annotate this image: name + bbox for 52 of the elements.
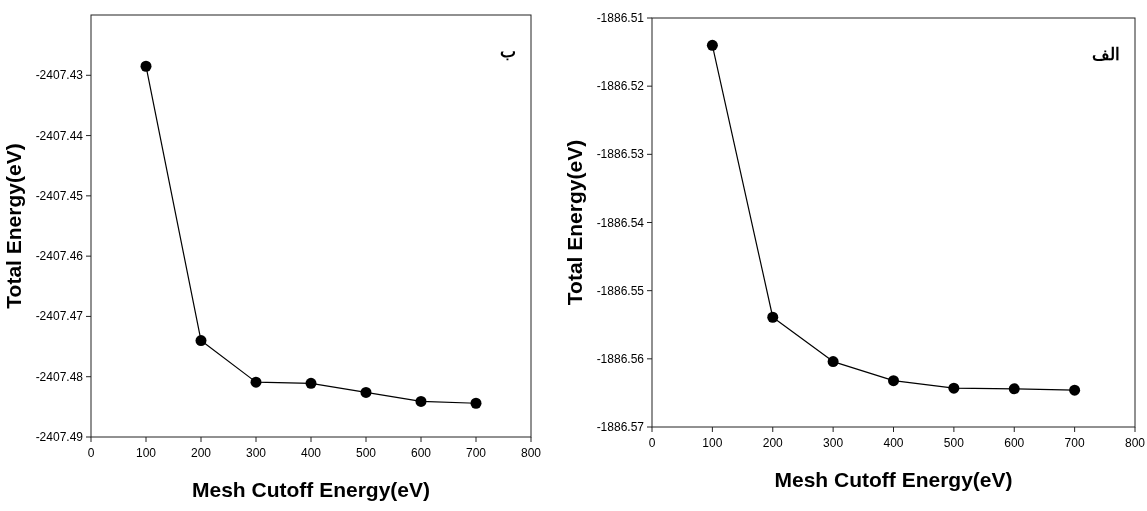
x-tick-label: 700 (1064, 436, 1085, 450)
x-axis-title: Mesh Cutoff Energy(eV) (191, 478, 431, 501)
y-axis-title: Total Energy(eV) (563, 139, 586, 306)
x-tick-label: 500 (355, 446, 377, 460)
x-tick-label: 400 (883, 436, 904, 450)
x-tick-label: 300 (245, 446, 267, 460)
point (470, 397, 482, 409)
point (706, 39, 718, 51)
y-tick-label: -2407.47 (35, 309, 84, 324)
x-tick-label: 200 (762, 436, 784, 450)
x-tick-label: 800 (520, 446, 542, 460)
y-tick-label: -1886.53 (596, 147, 645, 162)
x-tick-label: 200 (190, 446, 212, 460)
x-tick-label: 0 (648, 436, 656, 450)
y-tick-label: -2407.49 (35, 430, 84, 444)
point (1008, 383, 1020, 395)
x-tick-label: 600 (410, 446, 432, 460)
y-tick-label: -1886.55 (596, 283, 645, 298)
y-tick-label: -2407.46 (35, 249, 84, 264)
annotation: ب (500, 42, 516, 61)
x-axis-title: Mesh Cutoff Energy(eV) (774, 468, 1013, 491)
y-tick-label: -1886.51 (596, 11, 645, 25)
x-tick-label: 300 (823, 436, 844, 450)
x-tick-label: 800 (1124, 436, 1146, 450)
y-tick-label: -2407.44 (35, 128, 84, 143)
point (360, 386, 372, 398)
x-tick-label: 600 (1004, 436, 1025, 450)
x-tick-label: 700 (465, 446, 487, 460)
point (415, 395, 427, 407)
point (827, 356, 839, 368)
point (1069, 384, 1081, 396)
y-tick-label: -2407.48 (35, 369, 84, 384)
y-tick-label: -1886.52 (596, 79, 645, 94)
y-axis-title: Total Energy(eV) (2, 143, 25, 309)
x-tick-label: 500 (943, 436, 965, 450)
x-tick-label: 0 (87, 446, 95, 460)
x-tick-label: 100 (702, 436, 723, 450)
y-tick-label: -1886.56 (596, 351, 645, 366)
y-tick-label: -2407.43 (35, 68, 84, 83)
y-tick-label: -2407.45 (35, 188, 84, 203)
point (888, 375, 899, 387)
point (195, 335, 207, 347)
annotation: الف (1092, 45, 1120, 64)
point (948, 382, 960, 394)
y-tick-label: -1886.57 (596, 420, 645, 434)
x-tick-label: 100 (135, 446, 157, 460)
point (140, 60, 152, 72)
point (305, 377, 317, 389)
point (767, 311, 779, 323)
x-tick-label: 400 (300, 446, 322, 460)
y-tick-label: -1886.54 (596, 215, 645, 230)
point (250, 376, 262, 388)
